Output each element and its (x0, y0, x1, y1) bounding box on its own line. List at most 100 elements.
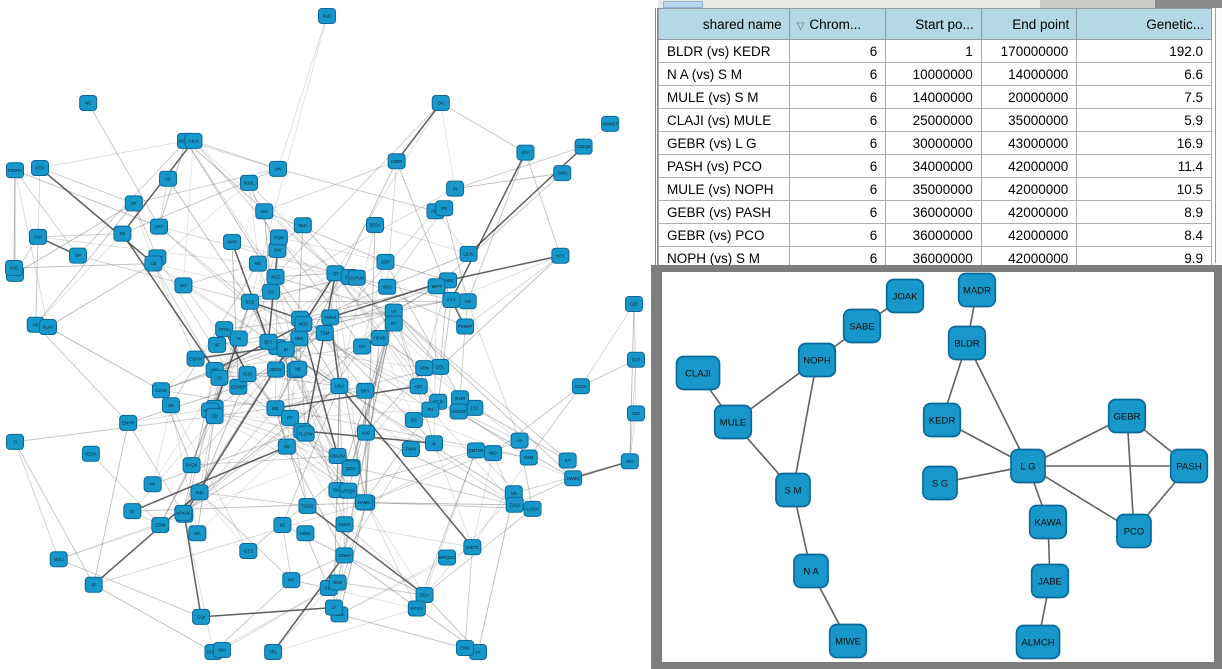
overview-network-edge[interactable] (365, 224, 376, 503)
overview-network-node[interactable]: YI (6, 433, 24, 450)
overview-network-node[interactable]: CJGS (152, 382, 171, 399)
overview-network-edge[interactable] (133, 168, 279, 204)
subnetwork-node-SM[interactable]: S M (775, 472, 811, 508)
overview-network-edge[interactable] (183, 514, 202, 618)
overview-network-edge[interactable] (286, 370, 297, 447)
overview-network-node[interactable]: LEJIJ (459, 245, 478, 262)
overview-network-node[interactable]: YXP (29, 228, 48, 245)
overview-network-edge[interactable] (264, 210, 386, 263)
overview-network-edge[interactable] (393, 311, 574, 479)
overview-network-edge[interactable] (337, 449, 477, 491)
overview-network-edge[interactable] (365, 432, 515, 506)
overview-network-node[interactable]: BT (384, 315, 403, 332)
column-header-end_point[interactable]: End point (980, 8, 1078, 40)
overview-network-edge[interactable] (152, 405, 172, 485)
overview-network-edge[interactable] (13, 170, 16, 269)
overview-network-edge[interactable] (344, 523, 473, 548)
subnetwork-node-MIWE[interactable]: MIWE (828, 623, 868, 659)
overview-network-edge[interactable] (121, 140, 195, 235)
overview-network-edge[interactable] (338, 224, 376, 387)
subnetwork-node-LG[interactable]: L G (1010, 448, 1046, 484)
overview-network-edge[interactable] (14, 441, 95, 585)
overview-network-node[interactable]: SESA (366, 216, 385, 233)
overview-network-edge[interactable] (468, 146, 585, 255)
table-cell-start_point[interactable]: 14000000 (885, 85, 982, 109)
overview-network-edge[interactable] (443, 208, 469, 302)
overview-network-node[interactable]: SIZ (404, 411, 423, 428)
overview-network-edge[interactable] (182, 369, 216, 513)
overview-network-edge[interactable] (183, 455, 338, 514)
subnetwork-node-NOPH[interactable]: NOPH (797, 342, 837, 378)
overview-network-edge[interactable] (249, 301, 351, 469)
overview-network-edge[interactable] (338, 385, 473, 548)
overview-network-edge[interactable] (393, 311, 568, 461)
overview-network-edge[interactable] (273, 608, 417, 653)
overview-network-node[interactable]: LMY (150, 218, 169, 235)
overview-network-node[interactable]: KHZ (328, 574, 347, 591)
overview-network-edge[interactable] (339, 613, 479, 653)
overview-network-edge[interactable] (393, 299, 452, 313)
overview-network-node[interactable]: GOXX (335, 516, 354, 533)
overview-network-node[interactable]: LUXVI (523, 500, 542, 517)
overview-network-node[interactable]: OD (205, 408, 224, 425)
overview-network-node[interactable]: ZZIW (151, 517, 170, 534)
subnetwork-node-SABE[interactable]: SABE (842, 308, 882, 344)
overview-network-edge[interactable] (385, 261, 461, 399)
table-cell-chromosome[interactable]: 6 (788, 62, 887, 86)
table-cell-genetic[interactable]: 10.5 (1076, 177, 1212, 201)
overview-network-edge[interactable] (303, 286, 388, 325)
overview-network-node[interactable]: HNV (213, 642, 231, 658)
overview-network-edge[interactable] (209, 410, 338, 457)
overview-network-edge[interactable] (152, 377, 220, 485)
overview-network-node[interactable]: FH (421, 401, 440, 418)
overview-network-edge[interactable] (264, 160, 397, 212)
overview-network-edge[interactable] (291, 579, 417, 609)
table-row[interactable]: MULE (vs) NOPH 6 35000000 42000000 10.5 (658, 177, 1212, 201)
overview-network-edge[interactable] (39, 167, 134, 204)
overview-network-node[interactable]: TQSQ (298, 497, 317, 514)
overview-network-node[interactable]: OQH (269, 229, 288, 246)
overview-network-node[interactable]: YRL (264, 644, 283, 660)
table-cell-genetic[interactable]: 6.6 (1076, 62, 1212, 86)
overview-network-node[interactable]: KT (558, 452, 577, 469)
overview-network-edge[interactable] (433, 443, 473, 548)
table-cell-chromosome[interactable]: 6 (788, 108, 887, 132)
overview-network-node[interactable]: ZUQJ (505, 496, 524, 513)
overview-network-edge[interactable] (374, 224, 469, 255)
overview-network-edge[interactable] (201, 606, 335, 618)
overview-network-node[interactable]: AA (510, 432, 529, 449)
overview-network-edge[interactable] (278, 237, 363, 347)
overview-network-edge[interactable] (356, 277, 466, 327)
overview-network-edge[interactable] (306, 505, 426, 596)
table-cell-start_point[interactable]: 34000000 (885, 154, 982, 178)
overview-network-node[interactable]: QV (431, 95, 450, 111)
overview-network-edge[interactable] (37, 236, 336, 274)
overview-network-edge[interactable] (127, 422, 185, 516)
overview-network-node[interactable]: DSM (519, 449, 538, 466)
table-cell-start_point[interactable]: 1 (885, 39, 982, 63)
table-cell-chromosome[interactable]: 6 (788, 154, 887, 178)
overview-network-node[interactable]: JAA (255, 203, 274, 220)
overview-network-node[interactable]: UW (268, 160, 287, 177)
overview-network-edge[interactable] (77, 255, 251, 303)
overview-network-edge[interactable] (275, 311, 395, 409)
overview-network-edge[interactable] (464, 255, 561, 327)
overview-network-node[interactable]: KTD (31, 160, 49, 176)
overview-network-edge[interactable] (275, 276, 394, 313)
overview-network-node[interactable]: LT (324, 599, 343, 616)
overview-network-edge[interactable] (193, 140, 280, 238)
overview-network-edge[interactable] (128, 385, 340, 424)
overview-network-node[interactable]: KVQK (182, 457, 201, 474)
overview-network-edge[interactable] (90, 453, 161, 526)
overview-network-node[interactable]: ICCZ (239, 543, 258, 560)
overview-network-edge[interactable] (366, 502, 515, 506)
overview-network-edge[interactable] (281, 385, 340, 526)
overview-network-edge[interactable] (199, 492, 292, 581)
column-header-chromosome[interactable]: ▽ Chrom... (788, 8, 887, 40)
subnetwork-node-GEBR[interactable]: GEBR (1107, 398, 1147, 434)
overview-network-node[interactable]: PZBRH (6, 162, 24, 179)
overview-network-edge[interactable] (304, 273, 337, 434)
overview-network-node[interactable]: NYYIX (407, 600, 426, 617)
overview-network-edge[interactable] (580, 303, 635, 387)
overview-network-node[interactable]: TK (229, 330, 248, 347)
